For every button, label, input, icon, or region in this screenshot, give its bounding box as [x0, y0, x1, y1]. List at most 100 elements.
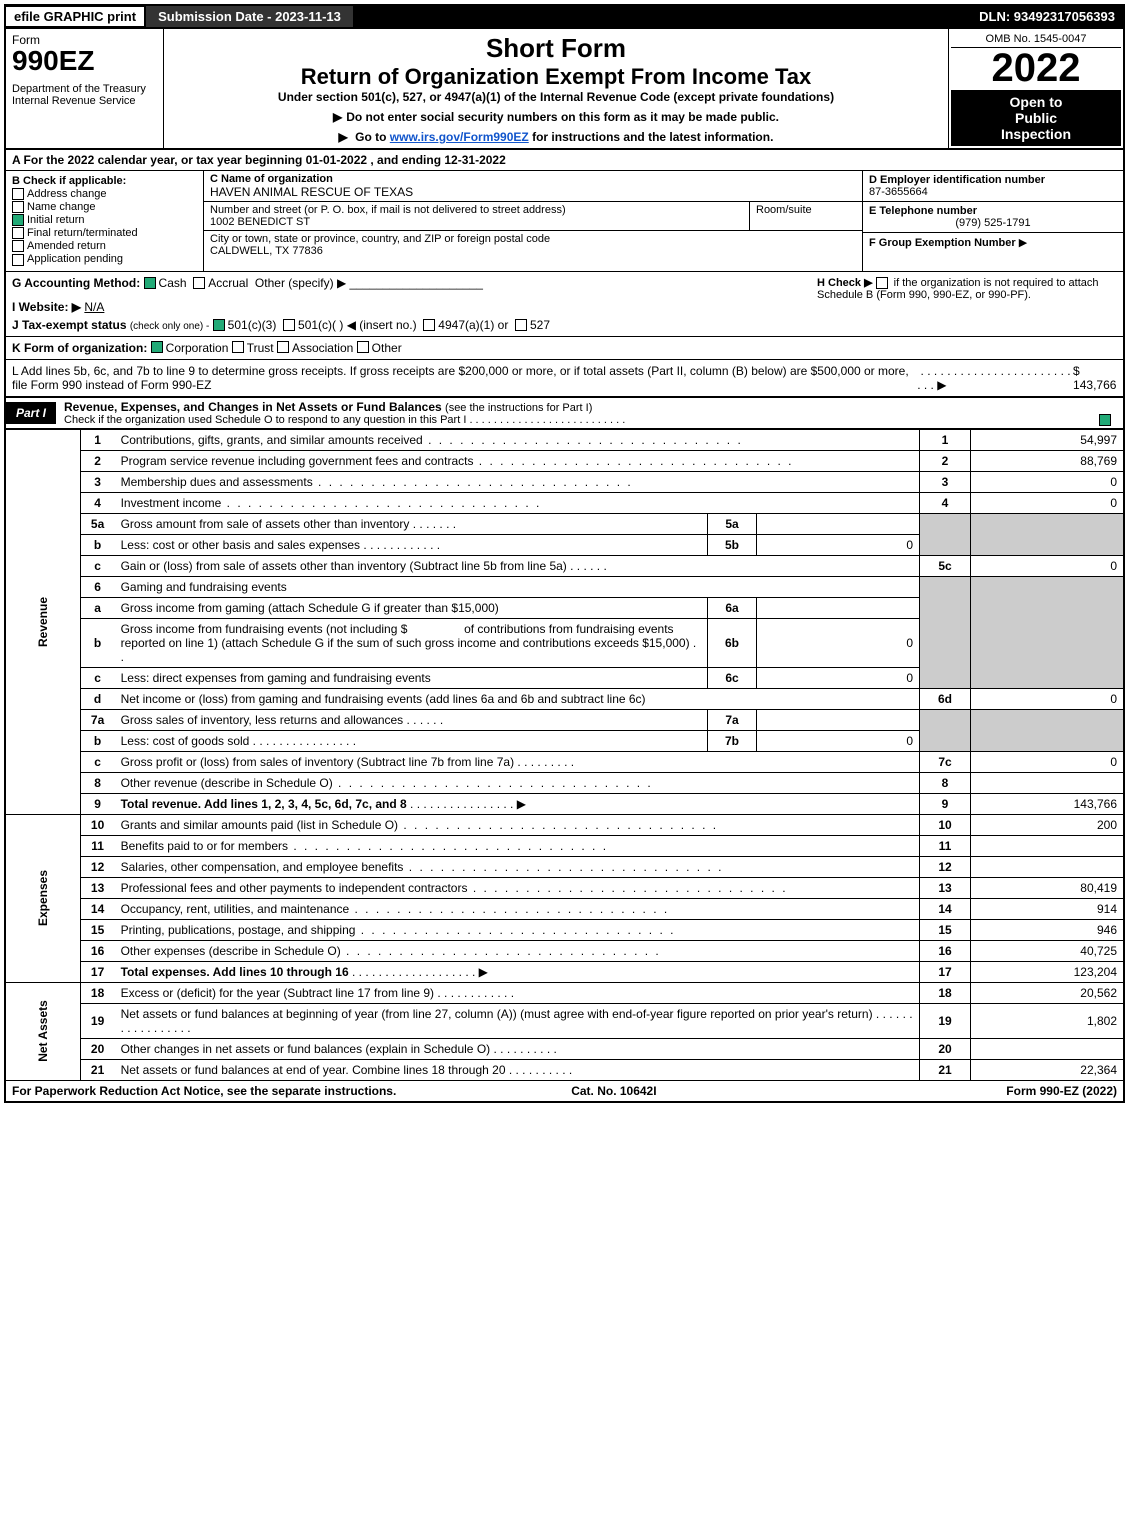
tax-year: 2022 — [951, 48, 1121, 88]
shade-val-6 — [971, 576, 1125, 688]
line-15: 15 Printing, publications, postage, and … — [5, 919, 1124, 940]
desc-21: Net assets or fund balances at end of ye… — [115, 1059, 920, 1080]
instr-goto-prefix: Go to — [355, 130, 390, 144]
line-14: 14 Occupancy, rent, utilities, and maint… — [5, 898, 1124, 919]
desc-14: Occupancy, rent, utilities, and maintena… — [115, 898, 920, 919]
line-8: 8 Other revenue (describe in Schedule O)… — [5, 772, 1124, 793]
val-17: 123,204 — [971, 961, 1125, 982]
rn-17: 17 — [920, 961, 971, 982]
city-cell: City or town, state or province, country… — [204, 231, 862, 259]
val-20 — [971, 1038, 1125, 1059]
cb-527[interactable] — [515, 319, 527, 331]
mini-ln-6c: 6c — [708, 667, 757, 688]
rn-15: 15 — [920, 919, 971, 940]
desc-20: Other changes in net assets or fund bala… — [115, 1038, 920, 1059]
h-label: H Check ▶ — [817, 277, 873, 289]
cb-cash[interactable] — [144, 277, 156, 289]
desc-16: Other expenses (describe in Schedule O) — [115, 940, 920, 961]
line-16: 16 Other expenses (describe in Schedule … — [5, 940, 1124, 961]
cb-accrual[interactable] — [193, 277, 205, 289]
open-line1: Open to — [955, 94, 1117, 110]
cb-name-change[interactable]: Name change — [12, 201, 197, 213]
ln-10: 10 — [80, 814, 115, 835]
desc-1: Contributions, gifts, grants, and simila… — [115, 429, 920, 450]
corp-label: Corporation — [166, 341, 229, 355]
website-label: I Website: ▶ — [12, 300, 81, 314]
cb-corp[interactable] — [151, 341, 163, 353]
mini-ln-7a: 7a — [708, 709, 757, 730]
ln-21: 21 — [80, 1059, 115, 1080]
ein-label: D Employer identification number — [869, 174, 1117, 186]
desc-6a: Gross income from gaming (attach Schedul… — [115, 597, 708, 618]
desc-6: Gaming and fundraising events — [115, 576, 920, 597]
rn-21: 21 — [920, 1059, 971, 1080]
instr-link: Go to www.irs.gov/Form990EZ for instruct… — [168, 130, 944, 144]
ln-1: 1 — [80, 429, 115, 450]
form-title-block: Short Form Return of Organization Exempt… — [164, 29, 948, 148]
ein-block: D Employer identification number 87-3655… — [863, 171, 1123, 202]
cb-4947[interactable] — [423, 319, 435, 331]
k-label: K Form of organization: — [12, 341, 147, 355]
footer-left: For Paperwork Reduction Act Notice, see … — [12, 1084, 396, 1098]
val-10: 200 — [971, 814, 1125, 835]
row-j: J Tax-exempt status (check only one) - 5… — [12, 318, 807, 332]
line-18: Net Assets 18 Excess or (deficit) for th… — [5, 982, 1124, 1003]
ln-6: 6 — [80, 576, 115, 597]
mini-val-5a — [757, 513, 920, 534]
mini-val-6c: 0 — [757, 667, 920, 688]
open-line3: Inspection — [955, 126, 1117, 142]
ln-6a: a — [80, 597, 115, 618]
ln-5c: c — [80, 555, 115, 576]
efile-label[interactable]: efile GRAPHIC print — [6, 7, 144, 26]
cb-schedule-o[interactable] — [1099, 414, 1111, 426]
shade-val-5 — [971, 513, 1125, 555]
cb-initial-return[interactable]: Initial return — [12, 214, 197, 226]
city-label: City or town, state or province, country… — [210, 233, 856, 245]
street-label: Number and street (or P. O. box, if mail… — [210, 204, 743, 216]
cb-501c3[interactable] — [213, 319, 225, 331]
cb-amended[interactable]: Amended return — [12, 240, 197, 252]
cb-trust[interactable] — [232, 341, 244, 353]
row-g-h: G Accounting Method: Cash Accrual Other … — [4, 272, 1125, 337]
desc-5b: Less: cost or other basis and sales expe… — [115, 534, 708, 555]
shade-7 — [920, 709, 971, 751]
irs-link[interactable]: www.irs.gov/Form990EZ — [390, 130, 529, 144]
rn-8: 8 — [920, 772, 971, 793]
rn-13: 13 — [920, 877, 971, 898]
line-3: 3 Membership dues and assessments 3 0 — [5, 471, 1124, 492]
rn-12: 12 — [920, 856, 971, 877]
ln-6d: d — [80, 688, 115, 709]
cb-address-change[interactable]: Address change — [12, 188, 197, 200]
val-2: 88,769 — [971, 450, 1125, 471]
ln-20: 20 — [80, 1038, 115, 1059]
shade-val-7 — [971, 709, 1125, 751]
ln-5b: b — [80, 534, 115, 555]
cb-501c[interactable] — [283, 319, 295, 331]
rn-20: 20 — [920, 1038, 971, 1059]
shade-5 — [920, 513, 971, 555]
cb-final-return[interactable]: Final return/terminated — [12, 227, 197, 239]
ein-value: 87-3655664 — [869, 186, 1117, 198]
val-21: 22,364 — [971, 1059, 1125, 1080]
line-21: 21 Net assets or fund balances at end of… — [5, 1059, 1124, 1080]
rn-9: 9 — [920, 793, 971, 814]
section-a-taxyear: A For the 2022 calendar year, or tax yea… — [4, 150, 1125, 171]
rn-3: 3 — [920, 471, 971, 492]
ln-3: 3 — [80, 471, 115, 492]
cb-pending[interactable]: Application pending — [12, 253, 197, 265]
instr-ssn: Do not enter social security numbers on … — [168, 110, 944, 124]
assoc-label: Association — [292, 341, 353, 355]
row-l: L Add lines 5b, 6c, and 7b to line 9 to … — [4, 360, 1125, 397]
dln-label: DLN: 93492317056393 — [971, 6, 1123, 27]
ln-6c: c — [80, 667, 115, 688]
cb-other-org[interactable] — [357, 341, 369, 353]
ln-16: 16 — [80, 940, 115, 961]
street-row: Number and street (or P. O. box, if mail… — [204, 202, 862, 231]
val-16: 40,725 — [971, 940, 1125, 961]
line-6d: d Net income or (loss) from gaming and f… — [5, 688, 1124, 709]
part1-title-paren: (see the instructions for Part I) — [445, 402, 592, 414]
cb-h[interactable] — [876, 277, 888, 289]
rn-1: 1 — [920, 429, 971, 450]
cb-assoc[interactable] — [277, 341, 289, 353]
val-3: 0 — [971, 471, 1125, 492]
